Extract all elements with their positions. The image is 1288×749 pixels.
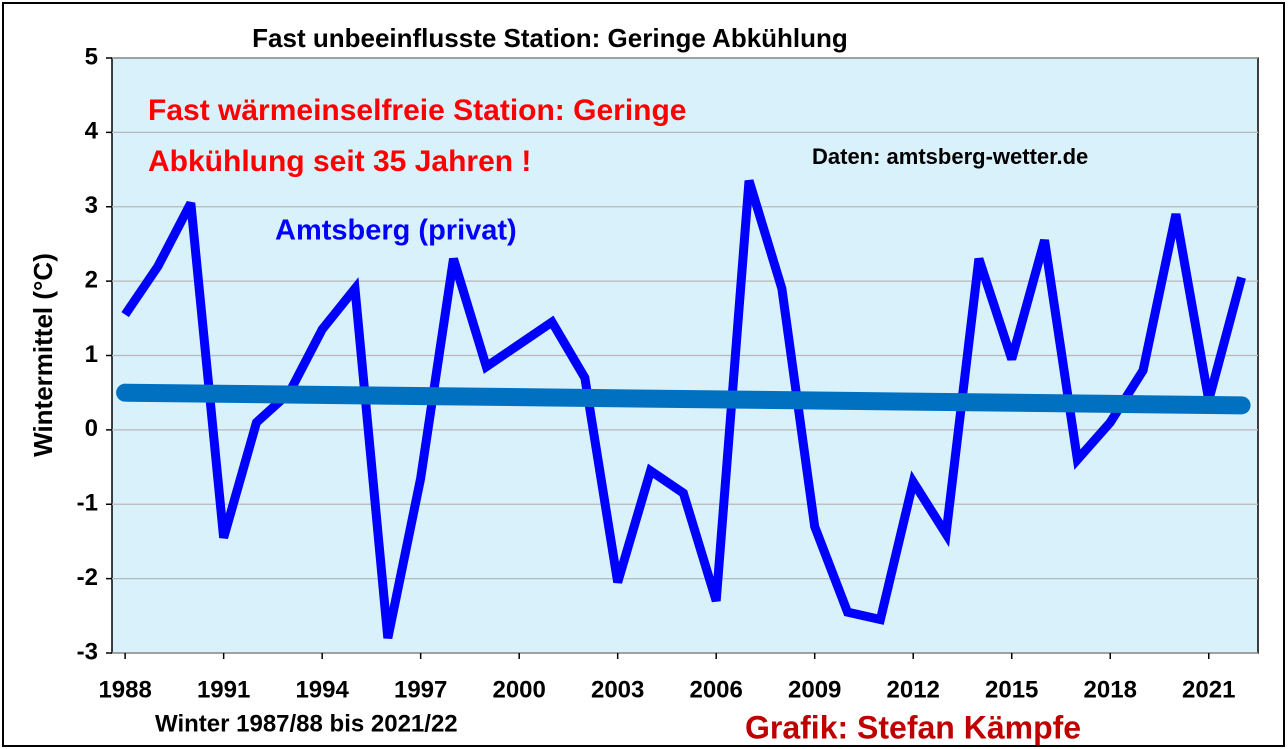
y-axis-label: Wintermittel (°C) <box>28 253 58 457</box>
y-tick-label: 5 <box>85 43 98 70</box>
annotation: Fast wärmeinselfreie Station: Geringe <box>148 94 687 127</box>
x-tick-label: 2018 <box>1084 676 1137 703</box>
x-axis-label: Winter 1987/88 bis 2021/22 <box>155 710 458 737</box>
x-tick-label: 2015 <box>985 676 1038 703</box>
y-tick-label: -1 <box>77 490 98 517</box>
y-tick-label: 2 <box>85 266 98 293</box>
y-tick-label: 4 <box>85 118 99 145</box>
annotation: Abkühlung seit 35 Jahren ! <box>148 145 531 178</box>
series-label: Amtsberg (privat) <box>275 215 517 247</box>
y-tick-label: -2 <box>77 564 98 591</box>
y-tick-label: 1 <box>85 341 98 368</box>
x-tick-label: 2021 <box>1182 676 1235 703</box>
x-tick-label: 2006 <box>689 676 742 703</box>
x-tick-label: 2012 <box>887 676 940 703</box>
annotation: Daten: amtsberg-wetter.de <box>812 144 1088 169</box>
x-tick-label: 1997 <box>394 676 447 703</box>
trend-line <box>116 383 1251 415</box>
data-line <box>121 179 1246 640</box>
x-tick-label: 2003 <box>591 676 644 703</box>
y-tick-label: 3 <box>85 192 98 219</box>
y-tick-label: 0 <box>85 415 98 442</box>
x-tick-label: 1994 <box>295 676 349 703</box>
x-tick-label: 2000 <box>492 676 545 703</box>
x-tick-label: 2009 <box>788 676 841 703</box>
annotation: Grafik: Stefan Kämpfe <box>745 709 1081 745</box>
y-tick-label: -3 <box>77 638 98 665</box>
x-tick-label: 1988 <box>98 676 151 703</box>
x-tick-label: 1991 <box>197 676 250 703</box>
chart-title: Fast unbeeinflusste Station: Geringe Abk… <box>252 23 848 53</box>
